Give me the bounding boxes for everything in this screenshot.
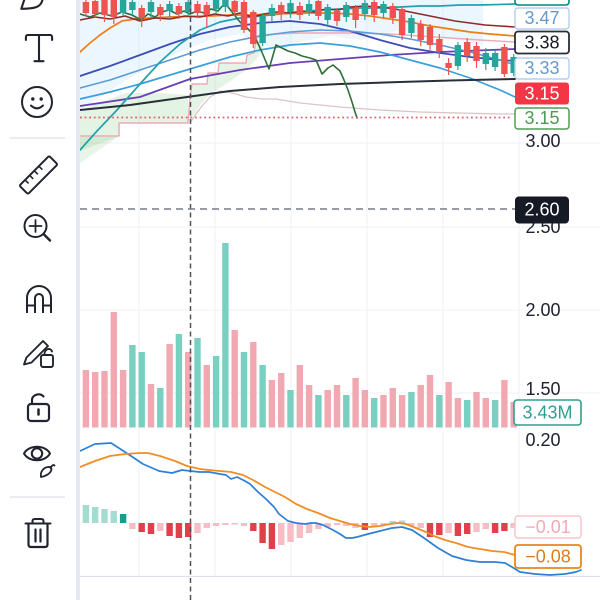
svg-text:3.15: 3.15 (524, 84, 559, 104)
svg-text:3.47: 3.47 (524, 8, 559, 28)
svg-text:2.60: 2.60 (524, 200, 559, 220)
svg-text:−0.01: −0.01 (525, 517, 571, 537)
svg-text:3.38: 3.38 (524, 33, 559, 53)
svg-text:0.20: 0.20 (525, 430, 560, 450)
svg-text:3.43M: 3.43M (522, 403, 572, 423)
svg-text:2.00: 2.00 (525, 300, 560, 320)
svg-text:−0.08: −0.08 (525, 547, 571, 567)
svg-text:3.00: 3.00 (525, 131, 560, 151)
svg-text:1.50: 1.50 (525, 379, 560, 399)
svg-text:3.33: 3.33 (524, 58, 559, 78)
svg-text:3.15: 3.15 (524, 108, 559, 128)
